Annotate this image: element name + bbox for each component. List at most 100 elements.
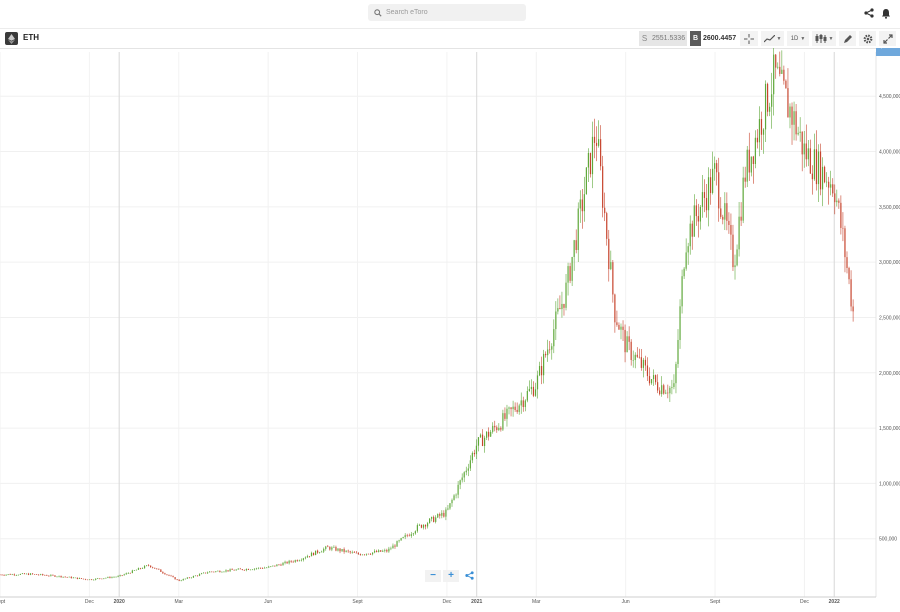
candle-body	[64, 576, 66, 578]
candle-body	[349, 551, 351, 553]
candle-body	[724, 203, 726, 220]
candle-body	[386, 550, 388, 552]
share-icon[interactable]	[862, 6, 876, 20]
share-chart-button[interactable]	[461, 570, 477, 582]
candle-body	[538, 366, 541, 376]
candle-body	[648, 376, 651, 384]
draw-tools-button[interactable]	[839, 31, 856, 46]
candle-body	[119, 575, 121, 576]
candle-body	[264, 567, 266, 569]
candle-body	[78, 578, 81, 579]
candle-body	[785, 80, 787, 89]
settings-button[interactable]	[859, 31, 876, 46]
x-tick-label: Dec	[85, 599, 94, 605]
candle-body	[302, 558, 304, 560]
candle-body	[618, 324, 620, 330]
candle-body	[390, 548, 392, 550]
candle-body	[750, 156, 752, 173]
candle-body	[274, 565, 276, 567]
candle-body	[445, 509, 447, 517]
candle-body	[652, 375, 655, 380]
candle-body	[775, 54, 777, 68]
candle-body	[838, 200, 840, 203]
interval-select[interactable]: 1D ▼	[787, 31, 809, 46]
candle-body	[471, 452, 473, 461]
candle-body	[300, 559, 302, 561]
zoom-in-button[interactable]: +	[443, 569, 459, 582]
candle-body	[773, 54, 775, 95]
candles-button[interactable]: ▼	[812, 31, 836, 46]
candle-body	[378, 550, 380, 553]
candle-body	[113, 576, 115, 578]
candle-body	[384, 550, 386, 551]
candle-body	[443, 512, 445, 517]
candle-body	[836, 200, 838, 203]
candle-body	[91, 579, 93, 581]
zoom-out-button[interactable]: −	[425, 569, 441, 582]
candle-body	[48, 575, 50, 577]
candle-body	[681, 276, 683, 307]
buy-price-button[interactable]: B 2600.4457	[690, 31, 738, 46]
candle-body	[327, 546, 329, 548]
candle-body	[630, 341, 632, 361]
candle-body	[0, 574, 1, 576]
candle-body	[832, 184, 834, 194]
candle-body	[115, 576, 117, 578]
candle-body	[255, 568, 258, 570]
candle-body	[62, 576, 64, 578]
candle-body	[673, 383, 675, 387]
bell-icon[interactable]	[879, 6, 893, 20]
candle-body	[742, 177, 744, 221]
candle-body	[152, 567, 154, 568]
price-chart[interactable]: 500,000 1,000,000 1,500,000 2,000,000 2,500,…	[0, 37, 900, 607]
candle-body	[716, 163, 718, 173]
asset-symbol: ETH	[23, 33, 39, 42]
candle-body	[404, 535, 406, 538]
candle-body	[164, 573, 166, 575]
candle-body	[131, 570, 133, 574]
candle-body	[457, 484, 459, 495]
candle-body	[479, 434, 482, 438]
chart-type-button[interactable]: ▼	[761, 31, 784, 46]
candle-body	[842, 227, 844, 229]
candle-body	[29, 573, 32, 575]
chart-canvas[interactable]: 500,000 1,000,000 1,500,000 2,000,000 2,500,…	[0, 37, 900, 607]
candle-body	[496, 427, 498, 431]
candle-body	[593, 136, 596, 143]
y-tick-label: 4,500,000	[879, 94, 900, 100]
y-tick-label: 1,000,000	[879, 481, 900, 487]
candle-body	[720, 208, 722, 217]
candle-body	[398, 540, 400, 542]
candle-body	[587, 152, 590, 168]
candle-body	[492, 425, 494, 432]
candle-body	[266, 567, 268, 569]
candle-body	[799, 131, 801, 133]
sell-price-button[interactable]: S 2551.5336	[639, 31, 687, 46]
candle-body	[213, 571, 215, 573]
candle-body	[728, 220, 730, 226]
candle-body	[247, 568, 249, 570]
candle-body	[483, 437, 486, 447]
candle-body	[219, 570, 221, 573]
chevron-down-icon: ▼	[776, 35, 782, 42]
candle-body	[821, 166, 824, 190]
candle-body	[60, 575, 62, 578]
candle-body	[738, 216, 740, 250]
search-input[interactable]	[386, 9, 516, 16]
candle-body	[530, 386, 533, 389]
fullscreen-button[interactable]	[879, 31, 896, 46]
y-tick-label: 2,000,000	[879, 371, 900, 377]
candle-body	[105, 577, 107, 579]
candle-body	[608, 238, 610, 270]
search-box[interactable]	[368, 4, 526, 21]
candle-body	[850, 279, 852, 307]
candle-body	[744, 177, 746, 182]
candle-body	[689, 223, 691, 247]
candle-body	[488, 431, 490, 437]
candle-body	[418, 524, 421, 526]
candle-body	[591, 136, 594, 175]
candle-body	[9, 574, 11, 575]
candle-body	[103, 578, 105, 579]
candle-body	[524, 400, 526, 408]
crosshair-button[interactable]	[740, 31, 758, 46]
